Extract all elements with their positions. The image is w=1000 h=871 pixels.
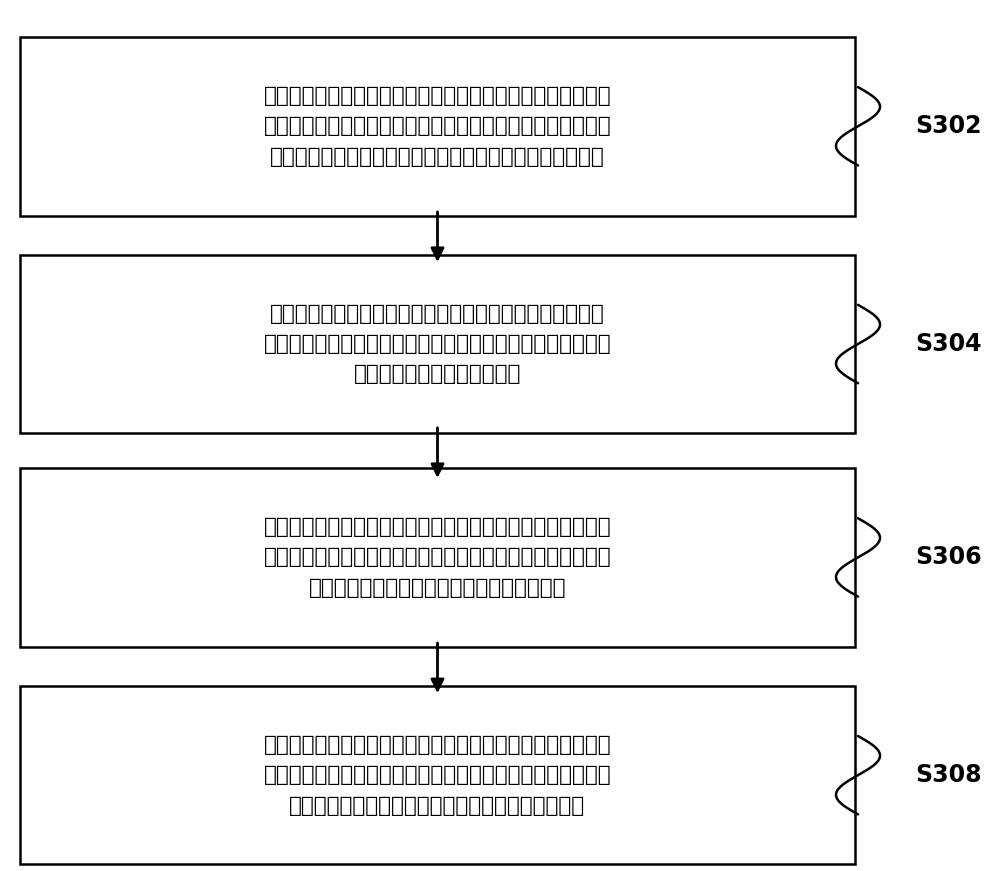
Text: S302: S302 (915, 114, 982, 138)
Text: S308: S308 (915, 763, 982, 787)
Text: 第一光编码识别设备从第一身份脉冲信号中读取第一光端口的
标识信息，并将第一光端口的标识信息和预先存储的第一光学
分波器的第一端子的编码传输到光缆管理单元: 第一光编码识别设备从第一身份脉冲信号中读取第一光端口的 标识信息，并将第一光端口… (264, 517, 611, 598)
FancyBboxPatch shape (20, 469, 855, 646)
Text: 第一光学分波器在接收到业务脉冲信号和第一身份脉冲信号
后，将业务脉冲信号转发至光缆的纤芯，并将第一身份脉冲信
号转发至第一光编码识别设备: 第一光学分波器在接收到业务脉冲信号和第一身份脉冲信号 后，将业务脉冲信号转发至光… (264, 304, 611, 384)
Text: S306: S306 (915, 545, 982, 570)
FancyBboxPatch shape (20, 686, 855, 864)
FancyBboxPatch shape (20, 255, 855, 434)
FancyBboxPatch shape (20, 37, 855, 216)
Text: 光缆管理单元根据第一光端口的标识信息、第一光学分波器的
第一端子的编码和预先存储的与第一光学分波器对应的光缆的
纤芯的编码识别第一光端口和光缆的纤芯的连接关系: 光缆管理单元根据第一光端口的标识信息、第一光学分波器的 第一端子的编码和预先存储… (264, 735, 611, 815)
Text: S304: S304 (915, 332, 982, 356)
Text: 第一通信设备通过第一光端口发出具有第一波长的业务脉冲信
号和具有第二波长的第一身份脉冲信号，其中，第一波长与第
二波长不同，第一身份脉冲信号携带第一光端口的标识: 第一通信设备通过第一光端口发出具有第一波长的业务脉冲信 号和具有第二波长的第一身… (264, 86, 611, 166)
